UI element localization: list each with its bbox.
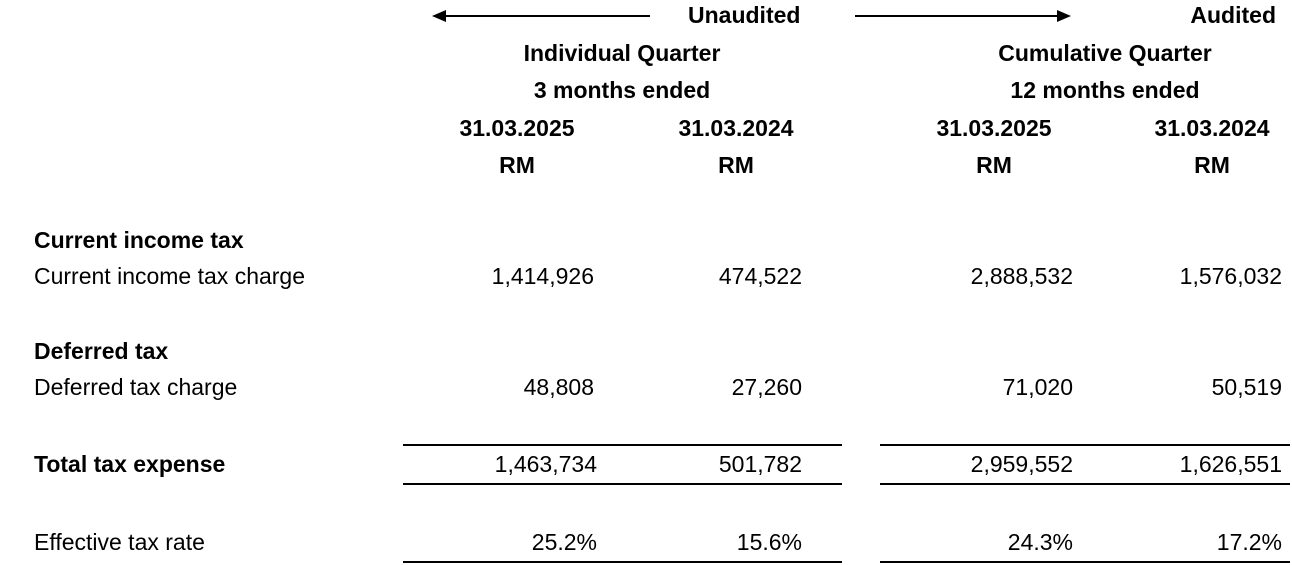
table-cell: 1,463,734 bbox=[494, 451, 597, 477]
table-cell: 1,576,032 bbox=[1179, 263, 1282, 289]
left-arrow-icon bbox=[432, 10, 650, 22]
table-cell: 17.2% bbox=[1216, 529, 1282, 555]
cumulative-quarter-title: Cumulative Quarter bbox=[998, 40, 1212, 66]
table-cell: 24.3% bbox=[1007, 529, 1073, 555]
table-cell: 71,020 bbox=[1002, 374, 1073, 400]
effective-rate-bottom-rule-cumulative bbox=[880, 561, 1290, 563]
table-cell: 2,888,532 bbox=[970, 263, 1073, 289]
table-cell: 474,522 bbox=[718, 263, 802, 289]
table-cell: 48,808 bbox=[523, 374, 594, 400]
total-top-rule-cumulative bbox=[880, 444, 1290, 446]
section-heading-deferred-tax: Deferred tax bbox=[34, 338, 169, 364]
total-bottom-rule-cumulative bbox=[880, 483, 1290, 485]
column-date: 31.03.2024 bbox=[1154, 115, 1270, 141]
row-label-total-tax-expense: Total tax expense bbox=[34, 451, 226, 477]
column-unit: RM bbox=[499, 152, 535, 178]
audited-label: Audited bbox=[1190, 2, 1276, 28]
unaudited-label: Unaudited bbox=[688, 2, 801, 28]
column-unit: RM bbox=[1194, 152, 1230, 178]
table-cell: 15.6% bbox=[736, 529, 802, 555]
total-top-rule-individual bbox=[403, 444, 842, 446]
row-label-deferred-tax-charge: Deferred tax charge bbox=[34, 374, 238, 400]
column-date: 31.03.2025 bbox=[459, 115, 575, 141]
table-cell: 1,626,551 bbox=[1179, 451, 1282, 477]
table-cell: 2,959,552 bbox=[970, 451, 1073, 477]
right-arrow-icon bbox=[855, 10, 1071, 22]
individual-quarter-title: Individual Quarter bbox=[523, 40, 721, 66]
table-cell: 1,414,926 bbox=[491, 263, 594, 289]
row-label-current-income-tax-charge: Current income tax charge bbox=[34, 263, 306, 289]
column-unit: RM bbox=[718, 152, 754, 178]
individual-period: 3 months ended bbox=[533, 77, 711, 103]
total-bottom-rule-individual bbox=[403, 483, 842, 485]
section-heading-current-income-tax: Current income tax bbox=[34, 227, 244, 253]
row-label-effective-tax-rate: Effective tax rate bbox=[34, 529, 205, 555]
effective-rate-bottom-rule-individual bbox=[403, 561, 842, 563]
cumulative-period: 12 months ended bbox=[1010, 77, 1200, 103]
table-cell: 27,260 bbox=[731, 374, 802, 400]
table-cell: 50,519 bbox=[1211, 374, 1282, 400]
column-date: 31.03.2025 bbox=[936, 115, 1052, 141]
table-cell: 501,782 bbox=[718, 451, 802, 477]
table-cell: 25.2% bbox=[531, 529, 597, 555]
column-unit: RM bbox=[976, 152, 1012, 178]
column-date: 31.03.2024 bbox=[678, 115, 794, 141]
